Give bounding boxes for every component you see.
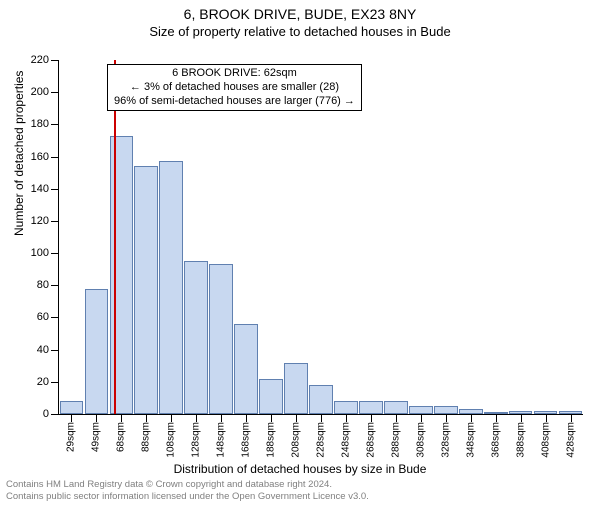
histogram-bar (284, 363, 308, 414)
footer-line-1: Contains HM Land Registry data © Crown c… (6, 479, 594, 490)
annotation-line: 96% of semi-detached houses are larger (… (114, 95, 355, 109)
x-tick-label: 388sqm (515, 422, 526, 458)
y-tick (51, 92, 59, 93)
y-tick-label: 200 (31, 86, 49, 98)
y-tick-label: 160 (31, 151, 49, 163)
y-tick-label: 80 (37, 279, 49, 291)
histogram-bar (209, 264, 233, 414)
histogram-bar (309, 385, 333, 414)
x-tick (221, 414, 222, 422)
y-tick-label: 60 (37, 311, 49, 323)
x-tick-label: 408sqm (540, 422, 551, 458)
x-tick-label: 148sqm (216, 422, 227, 458)
y-tick (51, 60, 59, 61)
y-tick (51, 350, 59, 351)
x-tick (396, 414, 397, 422)
histogram-chart: 02040608010012014016018020022029sqm49sqm… (58, 60, 583, 415)
x-tick-label: 288sqm (390, 422, 401, 458)
y-tick (51, 414, 59, 415)
y-tick (51, 285, 59, 286)
x-tick-label: 68sqm (116, 422, 127, 452)
y-tick-label: 100 (31, 247, 49, 259)
annotation-box: 6 BROOK DRIVE: 62sqm← 3% of detached hou… (107, 64, 362, 111)
x-tick (371, 414, 372, 422)
x-tick (546, 414, 547, 422)
histogram-bar (434, 406, 458, 414)
y-tick-label: 20 (37, 376, 49, 388)
y-tick-label: 120 (31, 215, 49, 227)
x-tick-label: 108sqm (166, 422, 177, 458)
x-tick (346, 414, 347, 422)
x-tick-label: 228sqm (316, 422, 327, 458)
histogram-bar (234, 324, 258, 414)
x-tick-label: 328sqm (440, 422, 451, 458)
y-tick-label: 220 (31, 54, 49, 66)
x-tick-label: 88sqm (141, 422, 152, 452)
y-tick-label: 0 (43, 408, 49, 420)
histogram-bar (60, 401, 84, 414)
x-tick (446, 414, 447, 422)
x-tick-label: 188sqm (266, 422, 277, 458)
x-tick-label: 49sqm (91, 422, 102, 452)
x-axis-label: Distribution of detached houses by size … (0, 462, 600, 476)
histogram-bar (85, 289, 109, 415)
x-tick (571, 414, 572, 422)
x-tick (521, 414, 522, 422)
histogram-bar (334, 401, 358, 414)
y-tick-label: 140 (31, 183, 49, 195)
x-tick-label: 348sqm (465, 422, 476, 458)
x-tick-label: 168sqm (241, 422, 252, 458)
histogram-bar (384, 401, 408, 414)
y-tick (51, 317, 59, 318)
x-tick-label: 208sqm (291, 422, 302, 458)
y-tick (51, 157, 59, 158)
y-tick (51, 189, 59, 190)
x-tick-label: 428sqm (565, 422, 576, 458)
page-title: 6, BROOK DRIVE, BUDE, EX23 8NY (0, 6, 600, 22)
x-tick (96, 414, 97, 422)
x-tick (296, 414, 297, 422)
x-tick (471, 414, 472, 422)
y-tick-label: 180 (31, 118, 49, 130)
x-tick-label: 368sqm (490, 422, 501, 458)
histogram-bar (134, 166, 158, 414)
footer-attribution: Contains HM Land Registry data © Crown c… (0, 477, 600, 506)
histogram-bar (359, 401, 383, 414)
x-tick-label: 128sqm (191, 422, 202, 458)
page-subtitle: Size of property relative to detached ho… (0, 24, 600, 39)
histogram-bar (159, 161, 183, 414)
y-tick (51, 124, 59, 125)
histogram-bar (409, 406, 433, 414)
y-tick-label: 40 (37, 344, 49, 356)
marker-line (114, 60, 116, 414)
histogram-bar (184, 261, 208, 414)
x-tick-label: 29sqm (66, 422, 77, 452)
x-tick (71, 414, 72, 422)
x-tick (121, 414, 122, 422)
y-tick (51, 382, 59, 383)
x-tick (496, 414, 497, 422)
x-tick-label: 268sqm (365, 422, 376, 458)
x-tick (146, 414, 147, 422)
footer-line-2: Contains public sector information licen… (6, 491, 594, 502)
x-tick-label: 248sqm (340, 422, 351, 458)
annotation-line: 6 BROOK DRIVE: 62sqm (114, 67, 355, 81)
x-tick (196, 414, 197, 422)
y-tick (51, 221, 59, 222)
annotation-line: ← 3% of detached houses are smaller (28) (114, 81, 355, 95)
x-tick (321, 414, 322, 422)
x-tick (171, 414, 172, 422)
x-tick-label: 308sqm (415, 422, 426, 458)
x-tick (246, 414, 247, 422)
y-tick (51, 253, 59, 254)
x-tick (271, 414, 272, 422)
x-tick (421, 414, 422, 422)
histogram-bar (259, 379, 283, 414)
y-axis-label: Number of detached properties (12, 71, 26, 236)
